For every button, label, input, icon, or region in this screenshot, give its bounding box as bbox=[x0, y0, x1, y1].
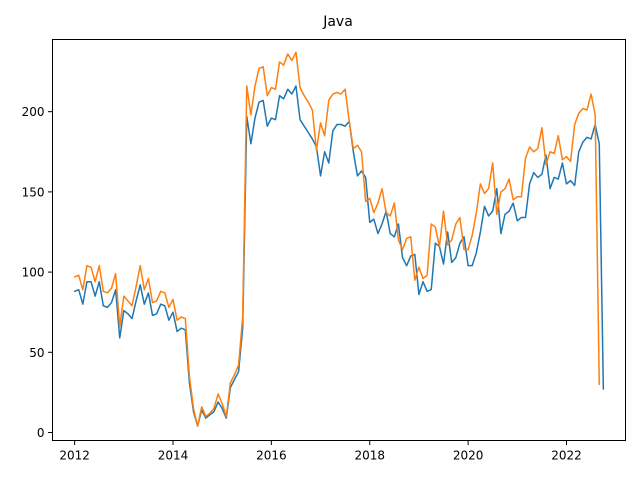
x-tick-label: 2022 bbox=[551, 449, 582, 463]
y-tick-label: 150 bbox=[22, 185, 45, 199]
axis-layer bbox=[52, 39, 626, 441]
y-tick-label: 50 bbox=[29, 346, 44, 360]
series-line-2 bbox=[73, 51, 601, 427]
series-layer bbox=[73, 51, 605, 427]
chart-title: Java bbox=[322, 14, 353, 30]
x-tick-label: 2012 bbox=[59, 449, 90, 463]
x-axis-ticks: 2012 2014 2016 2018 2020 2022 bbox=[59, 440, 582, 463]
y-axis-ticks: 0 50 100 150 200 bbox=[22, 105, 53, 440]
x-tick-label: 2016 bbox=[256, 449, 287, 463]
series-line-1 bbox=[73, 85, 605, 427]
plot-frame bbox=[52, 39, 626, 441]
y-tick-label: 0 bbox=[37, 426, 45, 440]
x-tick-label: 2020 bbox=[453, 449, 484, 463]
y-tick-label: 100 bbox=[22, 266, 45, 280]
y-tick-label: 200 bbox=[22, 105, 45, 119]
x-tick-label: 2018 bbox=[354, 449, 385, 463]
x-tick-label: 2014 bbox=[158, 449, 189, 463]
